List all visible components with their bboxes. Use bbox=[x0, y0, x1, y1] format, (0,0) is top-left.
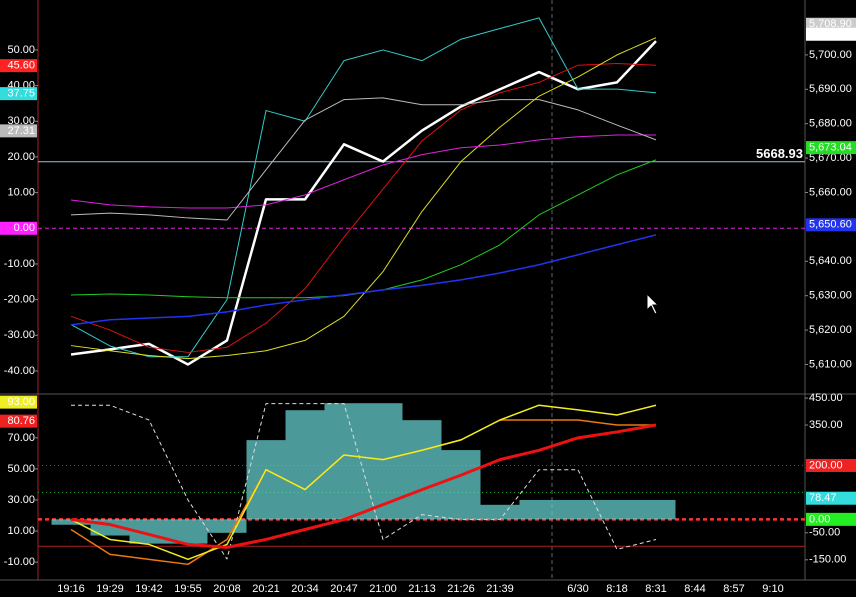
x-tick-label: 19:42 bbox=[135, 583, 163, 595]
x-tick-label: 21:00 bbox=[369, 583, 397, 595]
value-badge bbox=[806, 512, 856, 526]
y2-tick-label: 5,630.00 bbox=[809, 290, 852, 302]
x-tick-label: 19:29 bbox=[96, 583, 124, 595]
y-tick-label: -30.00 bbox=[4, 329, 35, 341]
y2-tick-label: -50.00 bbox=[809, 527, 840, 539]
series-line bbox=[70, 234, 657, 326]
value-badge bbox=[806, 17, 856, 31]
x-tick-label: 9:10 bbox=[762, 583, 783, 595]
value-badge bbox=[0, 395, 37, 409]
value-badge-label: 200.00 bbox=[809, 459, 843, 471]
histogram-bar bbox=[402, 420, 442, 520]
value-badge-label: 93.00 bbox=[7, 396, 35, 408]
y-tick-label: 70.00 bbox=[7, 432, 35, 444]
value-badge-label: 0.00 bbox=[809, 513, 830, 525]
x-tick-label: 8:31 bbox=[645, 583, 666, 595]
histogram-bar bbox=[363, 403, 403, 520]
value-badge-label: 45.60 bbox=[7, 60, 35, 72]
series-line bbox=[70, 423, 657, 549]
y2-tick-label: 5,610.00 bbox=[809, 358, 852, 370]
series-line bbox=[70, 40, 657, 366]
value-badge bbox=[0, 87, 37, 101]
x-tick-label: 20:34 bbox=[291, 583, 319, 595]
series-line bbox=[70, 404, 657, 561]
plot-area bbox=[38, 17, 805, 366]
y-tick-label: -10.00 bbox=[4, 556, 35, 568]
histogram-bar bbox=[51, 519, 91, 525]
y2-tick-label: 5,680.00 bbox=[809, 118, 852, 130]
value-badge bbox=[0, 414, 37, 428]
y-tick-label: 30.00 bbox=[7, 115, 35, 127]
x-tick-label: 20:08 bbox=[213, 583, 241, 595]
x-tick-label: 8:57 bbox=[723, 583, 744, 595]
y2-tick-label: 5,640.00 bbox=[809, 255, 852, 267]
series-line bbox=[71, 403, 657, 560]
y-tick-label: -20.00 bbox=[4, 294, 35, 306]
series-line bbox=[70, 97, 657, 221]
x-tick-label: 21:39 bbox=[486, 583, 514, 595]
histogram-bar bbox=[519, 499, 559, 520]
value-badge-label: 5,673.04 bbox=[809, 142, 852, 154]
y2-tick-label: 450.00 bbox=[809, 392, 843, 404]
x-tick-label: 20:21 bbox=[252, 583, 280, 595]
x-tick-label: 21:13 bbox=[408, 583, 436, 595]
y-tick-label: 20.00 bbox=[7, 151, 35, 163]
y2-tick-label: -150.00 bbox=[809, 554, 846, 566]
y-tick-label: -40.00 bbox=[4, 365, 35, 377]
value-badge bbox=[806, 27, 856, 41]
y-tick-label: 30.00 bbox=[7, 494, 35, 506]
x-tick-label: 19:55 bbox=[174, 583, 202, 595]
x-tick-label: 8:18 bbox=[606, 583, 627, 595]
value-badge-label: 80.76 bbox=[7, 415, 35, 427]
histogram-bar bbox=[207, 519, 247, 533]
y-tick-label: 10.00 bbox=[7, 525, 35, 537]
y2-tick-label: 5,620.00 bbox=[809, 324, 852, 336]
histogram-bar bbox=[597, 499, 637, 520]
value-badge bbox=[806, 458, 856, 472]
histogram-bar bbox=[246, 440, 286, 520]
x-tick-label: 6/30 bbox=[567, 583, 588, 595]
value-badge bbox=[806, 141, 856, 155]
value-badge-label: 37.75 bbox=[7, 88, 35, 100]
value-badge bbox=[806, 218, 856, 232]
histogram-bar bbox=[636, 499, 676, 520]
x-tick-label: 21:26 bbox=[447, 583, 475, 595]
y-tick-label: 50.00 bbox=[7, 463, 35, 475]
x-tick-label: 19:16 bbox=[57, 583, 85, 595]
y2-tick-label: 5,700.00 bbox=[809, 49, 852, 61]
histogram-bar bbox=[558, 499, 598, 520]
x-tick-label: 8:44 bbox=[684, 583, 705, 595]
cursor bbox=[646, 292, 660, 315]
x-tick-label: 20:47 bbox=[330, 583, 358, 595]
series-line bbox=[70, 134, 656, 209]
plot-area bbox=[38, 403, 805, 566]
y2-tick-label: 350.00 bbox=[809, 419, 843, 431]
value-badge-label: 27.31 bbox=[7, 125, 35, 137]
value-badge bbox=[0, 124, 37, 138]
reference-label: 5668.93 bbox=[756, 146, 803, 161]
y2-tick-label: 5,670.00 bbox=[809, 152, 852, 164]
value-badge-label: 78.47 bbox=[809, 492, 837, 504]
y2-tick-label: 5,690.00 bbox=[809, 83, 852, 95]
histogram-bar bbox=[441, 450, 481, 520]
y-tick-label: 50.00 bbox=[7, 44, 35, 56]
y-tick-label: -10.00 bbox=[4, 258, 35, 270]
series-line bbox=[70, 62, 657, 353]
y2-tick-label: 5,660.00 bbox=[809, 186, 852, 198]
value-badge-label: 5,650.60 bbox=[809, 219, 852, 231]
value-badge bbox=[0, 59, 37, 73]
value-badge-label: 0.00 bbox=[14, 222, 35, 234]
histogram-bar bbox=[285, 410, 325, 520]
histogram-bar bbox=[480, 504, 520, 520]
series-line bbox=[70, 37, 657, 360]
value-badge-label: 5,706.00 bbox=[809, 28, 852, 40]
value-badge bbox=[806, 491, 856, 505]
y-tick-label: 10.00 bbox=[7, 187, 35, 199]
histogram-bar bbox=[324, 403, 364, 520]
value-badge-label: 5,708.90 bbox=[809, 18, 852, 30]
value-badge bbox=[0, 221, 37, 235]
